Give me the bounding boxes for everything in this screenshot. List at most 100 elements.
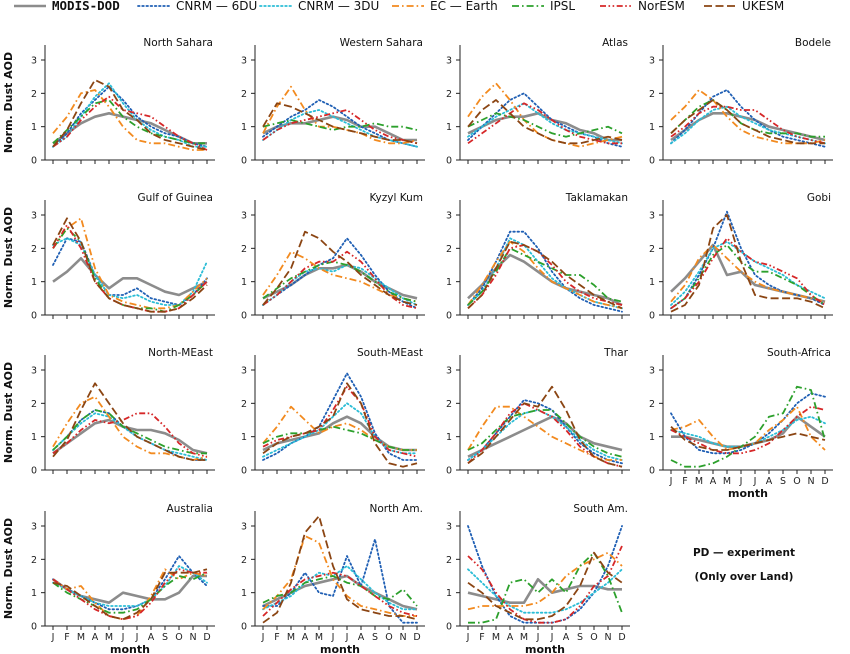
- y-axis-label: Norm. Dust AOD: [2, 362, 15, 463]
- x-tick-label: M: [105, 632, 113, 643]
- y-tick-label: 3: [446, 366, 452, 377]
- series-line-noresm: [670, 405, 826, 455]
- panel-taklamakan: 0 1 2 3 Taklamakan: [446, 192, 630, 322]
- y-tick-label: 2: [446, 244, 452, 255]
- series-line-cnrm-3du: [467, 237, 623, 310]
- y-tick-label: 0: [241, 311, 247, 322]
- y-tick-label: 0: [31, 156, 37, 167]
- panel-north-meast: 0 1 2 3 Norm. Dust AOD North-MEast: [2, 347, 215, 477]
- series-line-noresm: [262, 571, 418, 617]
- series-line-cnrm-6du: [262, 538, 418, 624]
- series-line-modis-dod: [52, 256, 208, 297]
- x-tick-label: D: [618, 632, 625, 643]
- legend-label-modis-dod: MODIS-DOD: [52, 0, 120, 13]
- series-line-ipsl: [52, 227, 208, 313]
- x-tick-label: J: [536, 632, 540, 643]
- panel-title: South Am.: [573, 503, 628, 515]
- x-tick-label: M: [77, 632, 85, 643]
- series-line-cnrm-3du: [262, 109, 418, 148]
- y-tick-label: 0: [31, 622, 37, 633]
- panel-title: Gobi: [807, 192, 831, 204]
- series-line-cnrm-3du: [670, 240, 826, 306]
- series-line-modis-dod: [671, 415, 826, 449]
- x-tick-label: S: [372, 632, 378, 643]
- series-line-ukesm: [670, 426, 826, 451]
- x-tick-label: M: [695, 476, 703, 487]
- x-tick-label: J: [550, 632, 554, 643]
- series-line-ukesm: [262, 102, 418, 145]
- series-line-modis-dod: [467, 112, 622, 142]
- y-tick-label: 1: [446, 432, 452, 443]
- panels-grid: 0 1 2 3 Norm. Dust AOD North Sahara 0 1 2 3 Wester…: [2, 37, 833, 654]
- series-line-ipsl: [467, 112, 623, 138]
- y-tick-label: 1: [31, 277, 37, 288]
- series-line-cnrm-6du: [670, 89, 826, 148]
- series-line-ukesm: [467, 551, 623, 621]
- x-tick-label: A: [302, 632, 309, 643]
- legend-entry-ipsl: IPSL: [512, 0, 575, 13]
- y-tick-label: 3: [241, 56, 247, 67]
- x-tick-label: O: [385, 632, 392, 643]
- series-line-noresm: [52, 224, 208, 313]
- series-line-cnrm-6du: [52, 85, 208, 148]
- y-tick-label: 0: [446, 622, 452, 633]
- series-line-noresm: [467, 244, 623, 309]
- series-line-cnrm-6du: [52, 237, 208, 306]
- y-tick-label: 3: [31, 366, 37, 377]
- y-tick-label: 2: [241, 555, 247, 566]
- x-tick-label: N: [807, 476, 814, 487]
- series-line-noresm: [262, 109, 418, 145]
- y-tick-label: 2: [241, 399, 247, 410]
- y-tick-label: 0: [649, 311, 655, 322]
- series-line-ipsl: [467, 247, 623, 306]
- y-tick-label: 0: [241, 156, 247, 167]
- y-tick-label: 2: [31, 244, 37, 255]
- panel-gulf-of-guinea: 0 1 2 3 Norm. Dust AOD Gulf of Guinea: [2, 192, 215, 322]
- panel-title: South-MEast: [357, 347, 423, 359]
- panel-title: North-MEast: [148, 347, 213, 359]
- x-tick-label: N: [189, 632, 196, 643]
- annotation-line-2: (Only over Land): [695, 571, 794, 583]
- legend-label-cnrm-6du: CNRM — 6DU: [176, 0, 257, 13]
- series-line-ukesm: [670, 99, 825, 145]
- series-line-cnrm-6du: [262, 237, 418, 310]
- x-tick-label: M: [723, 476, 731, 487]
- legend-entry-cnrm-3du: CNRM — 3DU: [259, 0, 379, 13]
- y-axis-label: Norm. Dust AOD: [2, 518, 15, 619]
- series-line-modis-dod: [52, 418, 208, 455]
- y-tick-label: 3: [31, 211, 37, 222]
- x-tick-label: M: [315, 632, 323, 643]
- x-tick-label: O: [793, 476, 800, 487]
- series-line-ipsl: [52, 99, 207, 145]
- panel-title: Kyzyl Kum: [369, 192, 423, 204]
- series-line-ipsl: [52, 571, 208, 614]
- series-line-ec-earth: [670, 244, 826, 303]
- series-line-noresm: [670, 237, 826, 310]
- series-line-noresm: [467, 402, 623, 468]
- y-tick-label: 1: [241, 277, 247, 288]
- series-line-cnrm-3du: [52, 412, 208, 461]
- x-tick-label: F: [64, 632, 69, 643]
- y-tick-label: 3: [649, 211, 655, 222]
- y-tick-label: 3: [446, 522, 452, 533]
- series-line-ec-earth: [262, 85, 418, 145]
- series-line-cnrm-6du: [670, 392, 826, 455]
- panel-title: Bodele: [795, 37, 831, 49]
- y-tick-label: 3: [241, 522, 247, 533]
- series-line-ec-earth: [467, 405, 622, 461]
- series-line-noresm: [262, 250, 418, 310]
- x-tick-label: M: [287, 632, 295, 643]
- series-line-modis-dod: [262, 263, 418, 300]
- series-line-ukesm: [52, 568, 208, 621]
- y-tick-label: 0: [241, 622, 247, 633]
- panel-north-sahara: 0 1 2 3 Norm. Dust AOD North Sahara: [2, 37, 215, 167]
- panel-atlas: 0 1 2 3 Atlas: [446, 37, 630, 167]
- panel-gobi: 0 1 2 3 Gobi: [649, 192, 833, 322]
- y-tick-label: 3: [649, 366, 655, 377]
- x-tick-label: S: [577, 632, 583, 643]
- series-line-modis-dod: [467, 415, 623, 458]
- legend-label-ipsl: IPSL: [550, 0, 575, 13]
- y-tick-label: 1: [241, 432, 247, 443]
- x-tick-label: S: [162, 632, 168, 643]
